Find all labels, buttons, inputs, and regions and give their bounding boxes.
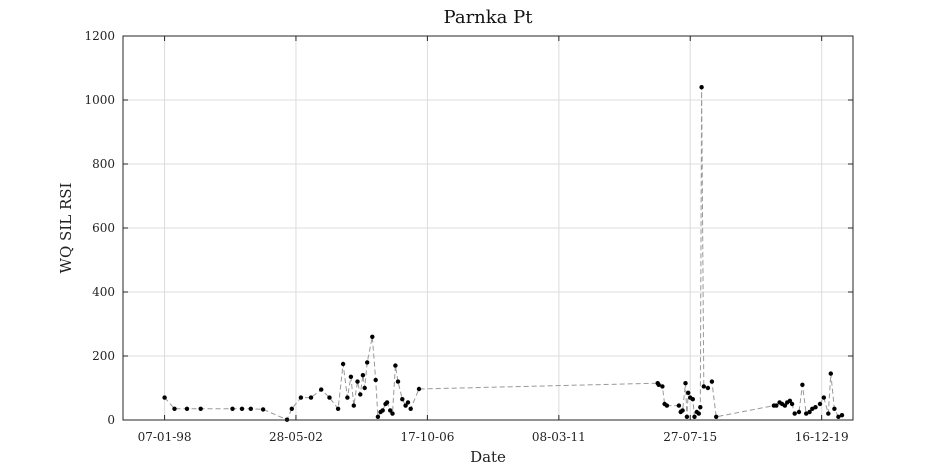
- data-series: [162, 85, 845, 422]
- x-tick-label: 28-05-02: [269, 430, 323, 444]
- data-point: [360, 373, 366, 378]
- data-point: [676, 403, 682, 408]
- data-point: [335, 406, 341, 411]
- data-point: [348, 374, 354, 379]
- data-point: [172, 406, 177, 411]
- data-point: [774, 403, 779, 408]
- data-point: [787, 398, 793, 403]
- y-tick-label: 800: [92, 157, 115, 171]
- data-point: [796, 409, 802, 415]
- data-point: [683, 381, 688, 386]
- data-point: [327, 395, 332, 400]
- data-point: [388, 408, 393, 413]
- data-point: [828, 371, 833, 376]
- data-point: [365, 360, 370, 365]
- data-point: [821, 395, 826, 400]
- data-point: [405, 400, 411, 405]
- data-point: [260, 407, 266, 412]
- data-point: [680, 408, 685, 413]
- data-point: [839, 413, 845, 418]
- data-point: [699, 85, 704, 90]
- x-axis-label: Date: [470, 448, 506, 466]
- data-point: [358, 392, 363, 397]
- data-point: [832, 406, 837, 411]
- chart-title: Parnka Pt: [444, 7, 534, 28]
- axis-ticks: 0 200 400 600 800 1000 1200 07-01-98 28-05-02 17-…: [84, 29, 853, 444]
- data-point: [690, 397, 695, 402]
- data-point: [789, 401, 795, 407]
- data-point: [375, 414, 381, 419]
- data-point: [345, 395, 350, 400]
- data-point: [380, 408, 385, 413]
- data-point: [701, 384, 706, 389]
- data-point: [319, 387, 324, 392]
- data-point: [393, 363, 398, 368]
- data-point: [813, 405, 818, 410]
- data-point: [248, 406, 253, 411]
- x-tick-label: 07-01-98: [138, 430, 192, 444]
- data-point: [370, 334, 375, 339]
- data-point: [714, 414, 719, 419]
- y-tick-label: 200: [92, 349, 115, 363]
- data-point: [198, 406, 203, 411]
- grid-lines: [123, 36, 853, 420]
- data-point: [162, 395, 167, 400]
- data-point: [403, 403, 408, 408]
- data-point: [373, 377, 378, 383]
- data-point: [705, 385, 711, 391]
- data-point: [184, 406, 190, 411]
- data-point: [395, 379, 401, 384]
- data-point: [782, 403, 788, 408]
- data-point: [804, 411, 809, 416]
- data-point: [817, 401, 823, 407]
- data-point: [289, 406, 294, 411]
- data-point: [692, 414, 697, 419]
- data-point: [390, 411, 395, 416]
- data-point: [340, 361, 346, 367]
- data-point: [230, 406, 235, 411]
- y-tick-label: 0: [107, 413, 115, 427]
- y-axis-label: WQ SIL RSI: [57, 182, 75, 273]
- data-point: [308, 395, 314, 400]
- data-point: [836, 414, 841, 419]
- data-point: [362, 385, 367, 391]
- x-tick-label: 27-07-15: [663, 430, 717, 444]
- data-point: [664, 403, 670, 408]
- data-point: [656, 382, 661, 387]
- x-tick-label: 17-10-06: [400, 430, 454, 444]
- y-tick-label: 400: [92, 285, 115, 299]
- data-point: [686, 390, 691, 395]
- y-tick-label: 600: [92, 221, 115, 235]
- data-point: [400, 397, 405, 402]
- x-tick-label: 16-12-19: [795, 430, 849, 444]
- data-point: [298, 395, 304, 400]
- x-tick-label: 08-03-11: [532, 430, 586, 444]
- data-point: [826, 411, 831, 416]
- data-point: [239, 406, 245, 411]
- data-point: [660, 384, 665, 389]
- data-point: [792, 411, 797, 416]
- data-point: [408, 406, 413, 411]
- data-point: [800, 382, 805, 387]
- data-point: [416, 386, 422, 392]
- data-point: [684, 414, 690, 419]
- data-point: [696, 411, 701, 416]
- data-point: [807, 409, 812, 415]
- data-point: [698, 405, 703, 410]
- data-point: [709, 379, 715, 384]
- data-point: [351, 403, 356, 408]
- data-point: [355, 379, 360, 384]
- y-tick-label: 1200: [84, 29, 115, 43]
- data-point: [384, 400, 390, 405]
- y-tick-label: 1000: [84, 93, 115, 107]
